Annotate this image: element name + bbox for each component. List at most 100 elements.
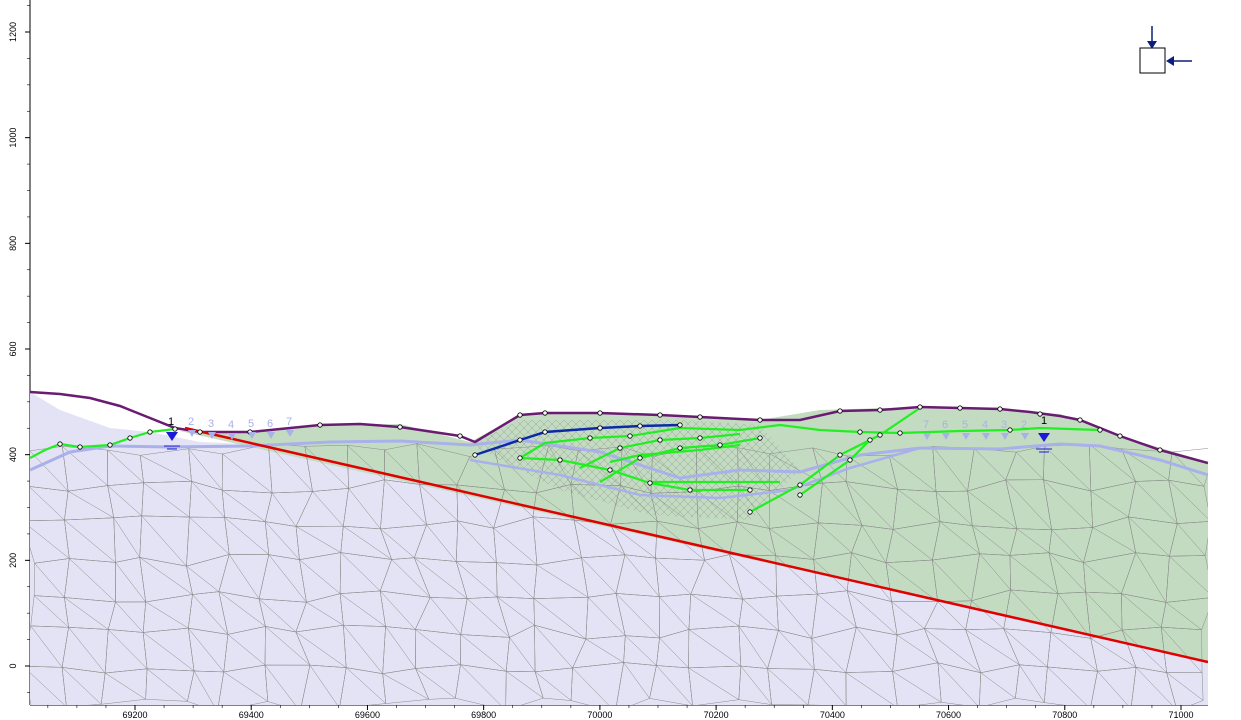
vertex-node[interactable] xyxy=(1117,433,1123,439)
vertex-node[interactable] xyxy=(847,457,853,463)
piezo-arrow-icon xyxy=(923,433,931,440)
vertex-node[interactable] xyxy=(957,405,963,411)
vertex-node[interactable] xyxy=(57,441,63,447)
water-table-marker-icon xyxy=(1038,433,1050,442)
y-tick-label: 0 xyxy=(8,663,18,668)
x-tick-label: 70600 xyxy=(936,710,961,720)
vertex-node[interactable] xyxy=(657,412,663,418)
vertex-node[interactable] xyxy=(597,425,603,431)
vertex-node[interactable] xyxy=(747,509,753,515)
piezo-arrows-right xyxy=(923,433,1029,440)
vertex-node[interactable] xyxy=(517,412,523,418)
vertex-node[interactable] xyxy=(757,435,763,441)
x-tick-label: 71000 xyxy=(1168,710,1193,720)
vertex-node[interactable] xyxy=(697,435,703,441)
piezo-label: 2 xyxy=(1021,419,1027,431)
vertex-node[interactable] xyxy=(747,487,753,493)
mesh-element xyxy=(1168,479,1208,524)
vertex-node[interactable] xyxy=(897,430,903,436)
vertex-node[interactable] xyxy=(597,410,603,416)
piezo-arrow-icon xyxy=(248,432,256,439)
embankment-region[interactable] xyxy=(180,407,1208,662)
vertex-node[interactable] xyxy=(77,444,83,450)
vertex-node[interactable] xyxy=(1077,417,1083,423)
vertex-node[interactable] xyxy=(877,407,883,413)
piezo-arrow-icon xyxy=(267,432,275,439)
mesh-element xyxy=(187,670,225,705)
vertex-node[interactable] xyxy=(627,433,633,439)
mesh-element xyxy=(1090,667,1137,705)
vertex-node[interactable] xyxy=(717,442,723,448)
piezo-arrow-icon xyxy=(228,433,236,440)
y-tick-label: 400 xyxy=(8,447,18,462)
vertex-node[interactable] xyxy=(1097,427,1103,433)
vertex-node[interactable] xyxy=(127,435,133,441)
vertex-node[interactable] xyxy=(877,432,883,438)
vertex-node[interactable] xyxy=(647,480,653,486)
water-table-line xyxy=(30,438,1208,480)
vertex-node[interactable] xyxy=(317,422,323,428)
slip-surface-blue xyxy=(474,423,681,457)
piezo-label: 5 xyxy=(962,419,968,431)
mesh-element xyxy=(455,664,507,705)
vertex-node[interactable] xyxy=(1037,411,1043,417)
piezo-arrow-icon xyxy=(942,433,950,440)
vertex-node[interactable] xyxy=(1007,427,1013,433)
mesh-element xyxy=(1166,672,1204,705)
vertex-node[interactable] xyxy=(797,492,803,498)
vertex-node[interactable] xyxy=(677,445,683,451)
vertex-node[interactable] xyxy=(517,455,523,461)
vertex-node[interactable] xyxy=(867,437,873,443)
vertex-node[interactable] xyxy=(587,435,593,441)
vertex-node[interactable] xyxy=(542,410,548,416)
vertex-node[interactable] xyxy=(172,426,178,432)
vertex-node[interactable] xyxy=(657,437,663,443)
vertex-node[interactable] xyxy=(837,408,843,414)
vertex-node[interactable] xyxy=(147,429,153,435)
piezo-arrow-icon xyxy=(982,433,990,440)
vertex-node[interactable] xyxy=(857,429,863,435)
vertex-node[interactable] xyxy=(697,414,703,420)
y-tick-label: 200 xyxy=(8,553,18,568)
water-marker-left xyxy=(164,432,180,450)
vertex-node[interactable] xyxy=(397,424,403,430)
vertex-node[interactable] xyxy=(837,452,843,458)
fault-line xyxy=(184,426,1208,664)
x-tick-label: 70200 xyxy=(704,710,729,720)
vertex-node[interactable] xyxy=(517,437,523,443)
mesh-element xyxy=(1165,555,1208,603)
vertex-node[interactable] xyxy=(617,445,623,451)
piezo-arrows-left xyxy=(188,430,294,440)
vertex-node[interactable] xyxy=(607,467,613,473)
y-axis-ticks: 1200 1000 800 600 400 200 0 xyxy=(8,5,30,693)
vertex-node[interactable] xyxy=(457,433,463,439)
finite-element-mesh xyxy=(30,443,1208,705)
water-table-secondary xyxy=(469,446,921,500)
vertex-node[interactable] xyxy=(542,429,548,435)
vertex-node[interactable] xyxy=(557,457,563,463)
embankment-surface-line xyxy=(30,427,176,459)
x-axis-ticks: 69200 69400 69600 69800 70000 70200 70400 70600… xyxy=(47,705,1194,720)
vertex-node[interactable] xyxy=(637,423,643,429)
vertex-node[interactable] xyxy=(637,455,643,461)
vertex-node[interactable] xyxy=(107,442,113,448)
vertex-node[interactable] xyxy=(472,452,478,458)
vertex-node[interactable] xyxy=(917,404,923,410)
piezo-arrow-icon xyxy=(962,433,970,440)
vertex-node[interactable] xyxy=(757,417,763,423)
mesh-element xyxy=(649,665,693,705)
vertex-node[interactable] xyxy=(797,482,803,488)
vertex-node[interactable] xyxy=(1157,447,1163,453)
vertex-node[interactable] xyxy=(197,429,203,435)
x-tick-label: 70000 xyxy=(587,710,612,720)
piezo-label: 5 xyxy=(248,418,254,430)
load-direction-icon[interactable] xyxy=(1139,26,1192,74)
vertex-node[interactable] xyxy=(677,422,683,428)
piezo-label: 1 xyxy=(1041,415,1047,427)
vertex-node[interactable] xyxy=(687,487,693,493)
piezo-label: 4 xyxy=(228,419,234,431)
vertex-node[interactable] xyxy=(997,406,1003,412)
y-tick-label: 1000 xyxy=(8,128,18,148)
mesh-element xyxy=(1044,666,1098,705)
